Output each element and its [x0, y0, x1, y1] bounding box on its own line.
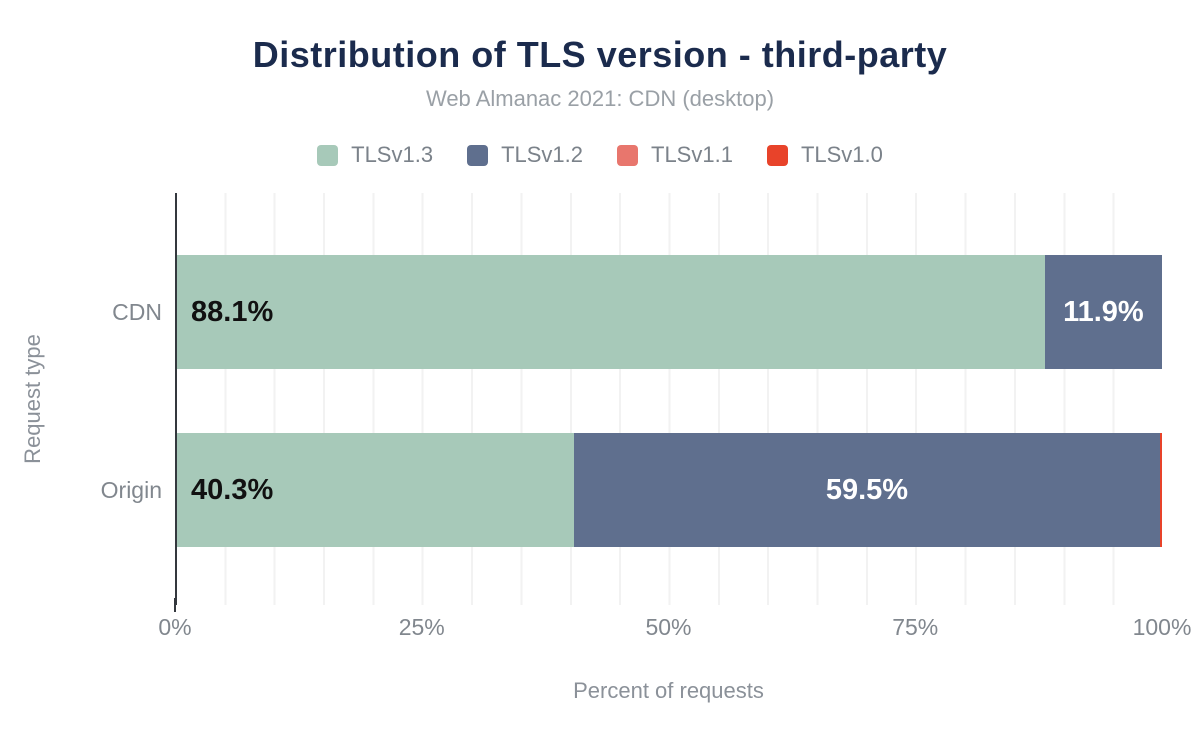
legend-item-tlsv1-0[interactable]: TLSv1.0 [766, 142, 883, 168]
bar-segment-tlsv1-3-origin[interactable]: 40.3% [177, 433, 574, 547]
x-tick-label-0: 0% [158, 614, 192, 640]
x-axis-ticks: 0% 25% 50% 75% 100% [158, 614, 1191, 644]
bar-segment-tlsv1-3-cdn[interactable]: 88.1% [177, 255, 1045, 369]
legend-item-tlsv1-1[interactable]: TLSv1.1 [617, 142, 733, 168]
legend: TLSv1.3 TLSv1.2 TLSv1.1 TLSv1.0 [0, 142, 1200, 168]
legend-label: TLSv1.3 [351, 142, 434, 167]
x-tick-label-75: 75% [892, 614, 939, 640]
bar-segment-tlsv1-0-origin[interactable] [1160, 433, 1162, 547]
legend-item-tlsv1-2[interactable]: TLSv1.2 [467, 142, 583, 168]
x-axis-zero-tick [174, 598, 176, 612]
x-tick-label-100: 100% [1132, 614, 1192, 640]
legend-swatch-tlsv1-1-icon [617, 144, 638, 166]
chart-subtitle: Web Almanac 2021: CDN (desktop) [425, 86, 775, 111]
x-tick-label-50: 50% [645, 614, 692, 640]
bar-value-label: 59.5% [825, 473, 909, 506]
legend-swatch-tlsv1-2-icon [467, 144, 489, 166]
legend-item-tlsv1-3[interactable]: TLSv1.3 [317, 142, 433, 168]
x-axis-title: Percent of requests [573, 678, 764, 703]
bar-row-origin: 40.3% 59.5% [177, 433, 1162, 547]
legend-label: TLSv1.1 [651, 142, 733, 167]
legend-swatch-tlsv1-3-icon [317, 144, 339, 166]
category-label-cdn: CDN [112, 299, 162, 325]
category-label-origin: Origin [100, 477, 162, 503]
legend-label: TLSv1.0 [800, 142, 883, 167]
bar-segment-tlsv1-2-origin[interactable]: 59.5% [573, 433, 1161, 547]
plot-area: 88.1% 11.9% 40.3% 59.5% [175, 193, 1162, 605]
legend-swatch-tlsv1-0-icon [766, 144, 788, 166]
bar-segment-tlsv1-2-cdn[interactable]: 11.9% [1044, 255, 1162, 369]
x-tick-label-25: 25% [398, 614, 445, 640]
bar-value-label: 88.1% [191, 295, 274, 328]
bar-row-cdn: 88.1% 11.9% [177, 255, 1162, 369]
bar-value-label: 40.3% [191, 473, 274, 506]
chart-title: Distribution of TLS version - third-part… [252, 34, 948, 75]
bar-value-label: 11.9% [1063, 295, 1144, 328]
legend-label: TLSv1.2 [501, 142, 583, 167]
